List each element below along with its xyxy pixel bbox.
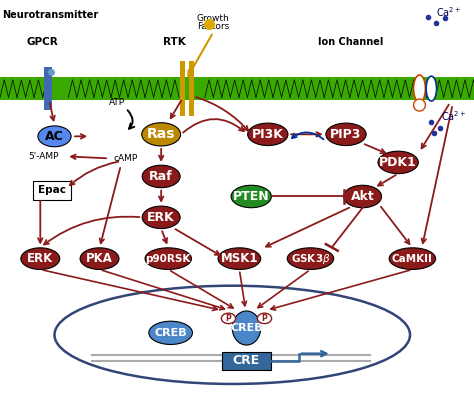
FancyBboxPatch shape bbox=[33, 181, 71, 200]
Ellipse shape bbox=[231, 185, 271, 208]
Text: MSK1: MSK1 bbox=[220, 252, 258, 265]
Text: P: P bbox=[226, 314, 231, 323]
FancyBboxPatch shape bbox=[180, 61, 185, 116]
Text: PIP3: PIP3 bbox=[330, 128, 362, 141]
Text: AC: AC bbox=[45, 130, 64, 143]
Text: 5'-AMP: 5'-AMP bbox=[28, 152, 59, 161]
Text: P: P bbox=[262, 314, 267, 323]
Text: RTK: RTK bbox=[163, 37, 185, 47]
Ellipse shape bbox=[257, 313, 272, 324]
Text: Factors: Factors bbox=[197, 22, 229, 31]
Text: p90RSK: p90RSK bbox=[146, 254, 191, 263]
FancyBboxPatch shape bbox=[222, 352, 271, 370]
Text: ATP: ATP bbox=[109, 98, 125, 107]
Ellipse shape bbox=[221, 313, 236, 324]
Ellipse shape bbox=[145, 248, 191, 269]
Text: Neurotransmitter: Neurotransmitter bbox=[2, 10, 99, 20]
Ellipse shape bbox=[142, 165, 180, 188]
FancyBboxPatch shape bbox=[0, 77, 474, 100]
Ellipse shape bbox=[21, 248, 60, 269]
Ellipse shape bbox=[413, 75, 426, 102]
Ellipse shape bbox=[247, 123, 288, 146]
Text: PKA: PKA bbox=[86, 252, 113, 265]
Text: Ras: Ras bbox=[147, 128, 175, 141]
FancyBboxPatch shape bbox=[189, 61, 194, 116]
Ellipse shape bbox=[80, 248, 119, 269]
Text: Raf: Raf bbox=[149, 170, 173, 183]
Text: PDK1: PDK1 bbox=[379, 156, 417, 169]
Text: Ca$^{2+}$: Ca$^{2+}$ bbox=[436, 5, 462, 19]
Text: CaMKII: CaMKII bbox=[392, 254, 433, 263]
Ellipse shape bbox=[287, 248, 334, 269]
Text: GSK3$\beta$: GSK3$\beta$ bbox=[291, 252, 330, 265]
Ellipse shape bbox=[142, 123, 181, 146]
Text: CREB: CREB bbox=[155, 328, 187, 338]
Ellipse shape bbox=[389, 248, 436, 269]
Text: Ion Channel: Ion Channel bbox=[318, 37, 383, 47]
Ellipse shape bbox=[326, 123, 366, 146]
Ellipse shape bbox=[413, 99, 426, 111]
Text: Epac: Epac bbox=[38, 186, 66, 195]
Text: Growth: Growth bbox=[197, 14, 230, 22]
Ellipse shape bbox=[218, 248, 261, 269]
Text: Akt: Akt bbox=[351, 190, 374, 203]
Ellipse shape bbox=[344, 185, 382, 208]
Text: ERK: ERK bbox=[27, 252, 54, 265]
Text: cAMP: cAMP bbox=[113, 154, 138, 163]
Ellipse shape bbox=[426, 76, 437, 101]
Ellipse shape bbox=[142, 206, 180, 229]
Ellipse shape bbox=[38, 126, 71, 147]
Text: GPCR: GPCR bbox=[26, 37, 58, 47]
Text: Ca$^{2+}$: Ca$^{2+}$ bbox=[441, 109, 466, 123]
FancyBboxPatch shape bbox=[44, 67, 52, 110]
Ellipse shape bbox=[232, 311, 261, 345]
Text: ERK: ERK bbox=[147, 211, 175, 224]
Text: PTEN: PTEN bbox=[233, 190, 270, 203]
Text: CREB: CREB bbox=[230, 323, 263, 333]
Text: CRE: CRE bbox=[233, 354, 260, 367]
Text: PI3K: PI3K bbox=[252, 128, 284, 141]
Ellipse shape bbox=[378, 151, 418, 174]
Ellipse shape bbox=[149, 321, 192, 344]
